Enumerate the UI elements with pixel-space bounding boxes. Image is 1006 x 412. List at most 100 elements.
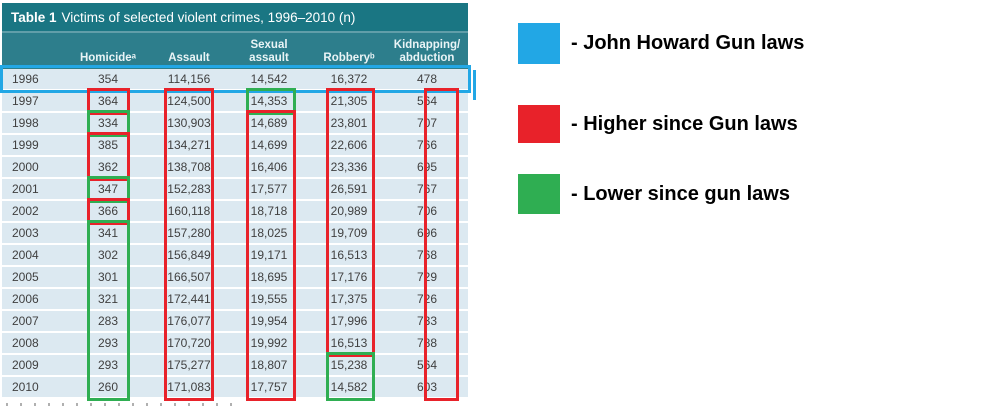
legend-item-blue: - John Howard Gun laws (518, 23, 804, 64)
value-cell: 260 (97, 380, 119, 394)
value-cell: 293 (97, 358, 119, 372)
value-cell: 354 (97, 72, 119, 86)
value-cell: 17,996 (330, 314, 368, 328)
legend-label: - Lower since gun laws (571, 182, 790, 205)
year-cell: 1997 (12, 94, 39, 108)
value-cell: 16,372 (330, 72, 368, 86)
value-cell: 134,271 (167, 138, 211, 152)
value-cell: 19,555 (250, 292, 288, 306)
year-cell: 2005 (12, 270, 39, 284)
year-cell: 1996 (12, 72, 39, 86)
value-cell: 19,171 (250, 248, 288, 262)
value-cell: 171,083 (167, 380, 211, 394)
value-cell: 157,280 (167, 226, 211, 240)
value-cell: 14,353 (250, 94, 288, 108)
table-row-2005: 2005 301 166,507 18,695 17,176 729 (2, 267, 468, 289)
value-cell: 696 (416, 226, 438, 240)
value-cell: 788 (416, 336, 438, 350)
table-body: 1996 354 114,156 14,542 16,372 478 1997 364 124,… (2, 69, 468, 399)
table-row-2003: 2003 341 157,280 18,025 19,709 696 (2, 223, 468, 245)
value-cell: 18,025 (250, 226, 288, 240)
value-cell: 14,542 (250, 72, 288, 86)
value-cell: 17,176 (330, 270, 368, 284)
year-cell: 1999 (12, 138, 39, 152)
value-cell: 707 (416, 116, 438, 130)
value-cell: 695 (416, 160, 438, 174)
value-cell: 729 (416, 270, 438, 284)
value-cell: 18,718 (250, 204, 288, 218)
value-cell: 17,375 (330, 292, 368, 306)
table-row-2007: 2007 283 176,077 19,954 17,996 733 (2, 311, 468, 333)
value-cell: 334 (97, 116, 119, 130)
value-cell: 160,118 (167, 204, 211, 218)
value-cell: 347 (97, 182, 119, 196)
year-cell: 2003 (12, 226, 39, 240)
year-cell: 2010 (12, 380, 39, 394)
value-cell: 564 (416, 358, 438, 372)
column-header-kidnapping: Kidnapping/ abduction (393, 39, 461, 64)
legend-item-green: - Lower since gun laws (518, 174, 790, 214)
legend-item-red: - Higher since Gun laws (518, 105, 798, 143)
clipped-footnote-text (6, 403, 234, 406)
value-cell: 17,757 (250, 380, 288, 394)
value-cell: 768 (416, 248, 438, 262)
year-cell: 2002 (12, 204, 39, 218)
table-row-2010: 2010 260 171,083 17,757 14,582 603 (2, 377, 468, 399)
legend-label: - Higher since Gun laws (571, 112, 798, 135)
value-cell: 17,577 (250, 182, 288, 196)
year-cell: 2009 (12, 358, 39, 372)
year-cell: 2001 (12, 182, 39, 196)
year-cell: 2006 (12, 292, 39, 306)
legend-label: - John Howard Gun laws (571, 32, 805, 54)
value-cell: 366 (97, 204, 119, 218)
value-cell: 301 (97, 270, 119, 284)
table-row-1997: 1997 364 124,500 14,353 21,305 564 (2, 91, 468, 113)
value-cell: 19,992 (250, 336, 288, 350)
value-cell: 302 (97, 248, 119, 262)
value-cell: 16,513 (330, 248, 368, 262)
value-cell: 170,720 (167, 336, 211, 350)
value-cell: 26,591 (330, 182, 368, 196)
value-cell: 22,606 (330, 138, 368, 152)
value-cell: 21,305 (330, 94, 368, 108)
value-cell: 19,954 (250, 314, 288, 328)
blue-legend-swatch (518, 23, 560, 64)
value-cell: 18,695 (250, 270, 288, 284)
table-row-2000: 2000 362 138,708 16,406 23,336 695 (2, 157, 468, 179)
highlight-artifact-line (473, 70, 476, 100)
value-cell: 124,500 (167, 94, 211, 108)
value-cell: 176,077 (167, 314, 211, 328)
value-cell: 130,903 (167, 116, 211, 130)
value-cell: 321 (97, 292, 119, 306)
value-cell: 14,582 (330, 380, 368, 394)
year-cell: 2000 (12, 160, 39, 174)
crime-table: Table 1 Victims of selected violent crim… (0, 3, 476, 401)
value-cell: 14,699 (250, 138, 288, 152)
value-cell: 23,801 (330, 116, 368, 130)
value-cell: 603 (416, 380, 438, 394)
value-cell: 172,441 (167, 292, 211, 306)
value-cell: 341 (97, 226, 119, 240)
value-cell: 156,849 (167, 248, 211, 262)
table-row-2001: 2001 347 152,283 17,577 26,591 767 (2, 179, 468, 201)
value-cell: 283 (97, 314, 119, 328)
value-cell: 20,989 (330, 204, 368, 218)
value-cell: 16,406 (250, 160, 288, 174)
red-legend-swatch (518, 105, 560, 143)
table-row-2009: 2009 293 175,277 18,807 15,238 564 (2, 355, 468, 377)
year-cell: 2007 (12, 314, 39, 328)
value-cell: 293 (97, 336, 119, 350)
value-cell: 152,283 (167, 182, 211, 196)
value-cell: 362 (97, 160, 119, 174)
value-cell: 19,709 (330, 226, 368, 240)
value-cell: 114,156 (167, 72, 211, 86)
table-row-2006: 2006 321 172,441 19,555 17,375 726 (2, 289, 468, 311)
table-row-1998: 1998 334 130,903 14,689 23,801 707 (2, 113, 468, 135)
value-cell: 733 (416, 314, 438, 328)
table-title-text: Victims of selected violent crimes, 1996… (61, 9, 356, 25)
year-cell: 2004 (12, 248, 39, 262)
year-cell: 2008 (12, 336, 39, 350)
table-header-row: Homicideᵃ Assault Sexual assault Robberyᵇ Ki… (2, 31, 468, 69)
column-header-homicide: Homicideᵃ (79, 51, 137, 64)
table-row-1999: 1999 385 134,271 14,699 22,606 766 (2, 135, 468, 157)
